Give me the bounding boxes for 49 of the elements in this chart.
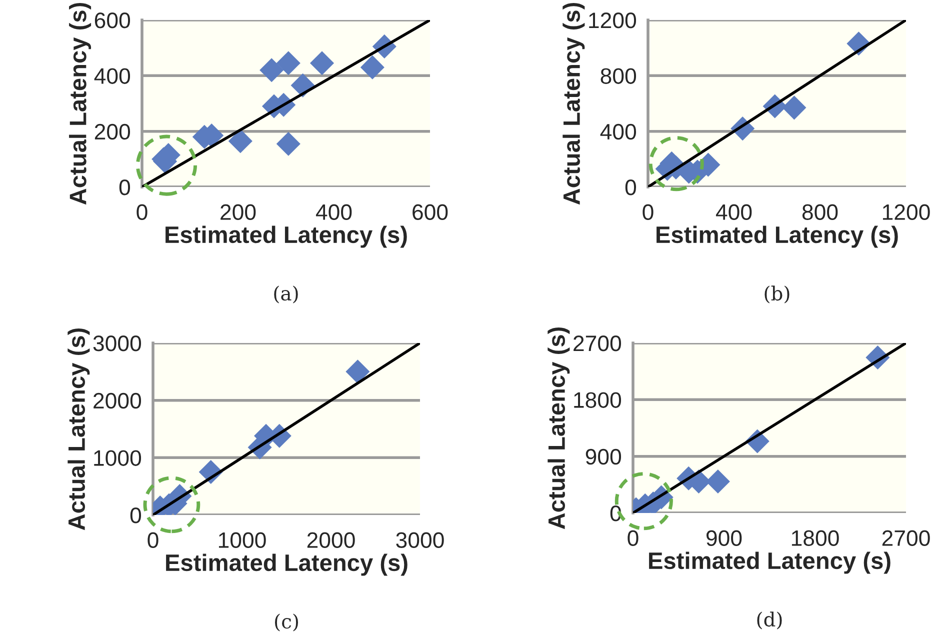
y-axis-title: Actual Latency (s) bbox=[68, 328, 90, 530]
x-axis-title: Estimated Latency (s) bbox=[656, 226, 898, 248]
y-tick-label: 900 bbox=[586, 448, 622, 465]
x-tick-label: 1200 bbox=[882, 204, 930, 220]
point bbox=[276, 132, 300, 156]
x-axis-title: Estimated Latency (s) bbox=[166, 226, 407, 248]
x-axis-title: Estimated Latency (s) bbox=[649, 552, 890, 574]
y-axis-title: Actual Latency (s) bbox=[548, 327, 570, 530]
y-tick-label: 2700 bbox=[574, 336, 622, 352]
y-tick-label: 2000 bbox=[94, 392, 142, 409]
x-axis-title: Estimated Latency (s) bbox=[166, 554, 408, 576]
y-tick-label: 0 bbox=[119, 180, 130, 196]
x-tick-label: 200 bbox=[220, 204, 256, 220]
text: (b) bbox=[764, 286, 790, 304]
y-tick-label: 400 bbox=[94, 68, 130, 84]
point bbox=[310, 51, 334, 76]
y-tick-label: 3000 bbox=[93, 336, 142, 352]
x-tick-label: 3000 bbox=[396, 532, 444, 548]
y-tick-label: 0 bbox=[625, 180, 636, 196]
point bbox=[346, 360, 370, 384]
y-tick-label: 600 bbox=[94, 12, 130, 28]
y-axis-title: Actual Latency (s) bbox=[562, 2, 585, 205]
point bbox=[276, 51, 300, 76]
point bbox=[782, 96, 806, 120]
text: (a) bbox=[274, 286, 298, 304]
x-tick-label: 800 bbox=[802, 204, 838, 220]
y-tick-label: 1800 bbox=[574, 392, 622, 408]
x-tick-label: 0 bbox=[642, 204, 654, 220]
x-tick-label: 0 bbox=[148, 532, 158, 548]
text: (d) bbox=[757, 612, 782, 630]
x-tick-label: 400 bbox=[316, 204, 352, 220]
x-tick-label: 1000 bbox=[218, 532, 266, 548]
point bbox=[360, 55, 384, 80]
y-tick-label: 200 bbox=[94, 124, 130, 140]
x-tick-label: 600 bbox=[412, 204, 448, 220]
x-tick-label: 1800 bbox=[792, 530, 839, 546]
x-tick-label: 400 bbox=[716, 204, 752, 220]
y-tick-label: 0 bbox=[130, 508, 142, 524]
point bbox=[228, 129, 252, 154]
y-tick-label: 1200 bbox=[589, 12, 636, 28]
y-tick-label: 800 bbox=[600, 68, 636, 84]
x-tick-label: 900 bbox=[706, 530, 742, 546]
text: (c) bbox=[275, 614, 298, 632]
y-tick-label: 1000 bbox=[94, 450, 142, 466]
y-tick-label: 400 bbox=[600, 124, 636, 140]
y-axis-title: Actual Latency (s) bbox=[69, 2, 92, 205]
x-tick-label: 2000 bbox=[307, 532, 355, 548]
x-tick-label: 2700 bbox=[882, 530, 930, 546]
point bbox=[260, 58, 284, 82]
